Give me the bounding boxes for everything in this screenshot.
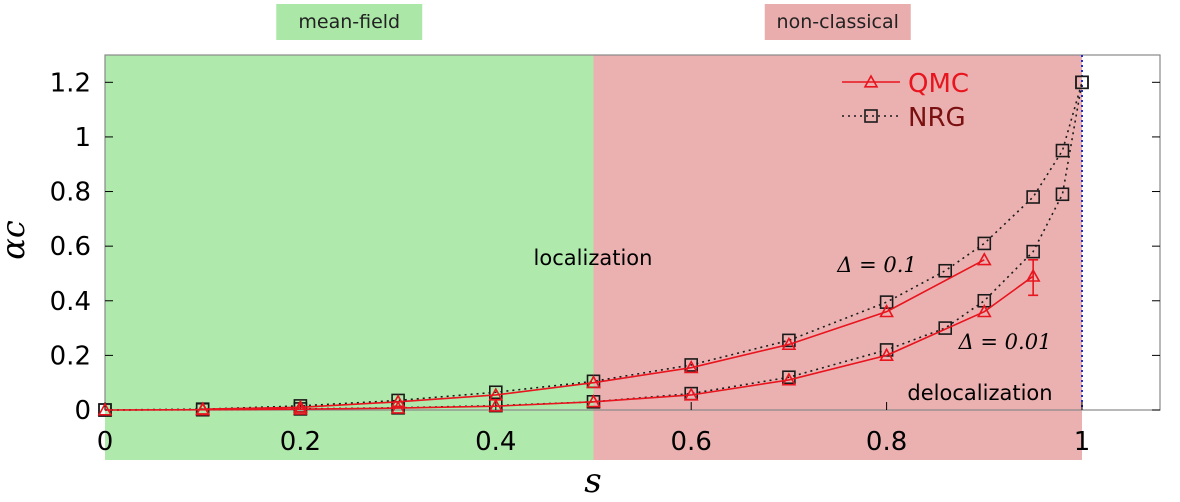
legend: QMC NRG: [842, 69, 969, 133]
x-tick-label: 0.8: [866, 427, 907, 457]
region-tag-bg-non-classical: [764, 4, 911, 40]
x-tick-label: 0.2: [280, 427, 321, 457]
data-point-qmc: [195, 402, 211, 416]
x-axis: 0 0.2 0.4 0.6 0.8 1: [97, 402, 1091, 457]
series-layer: [97, 75, 1089, 417]
data-point-qmc: [390, 394, 406, 408]
data-point-nrg: [938, 263, 953, 278]
data-point-nrg: [1026, 244, 1040, 259]
data-point-qmc: [781, 336, 797, 351]
data-point-qmc: [586, 394, 601, 408]
data-point-qmc: [879, 347, 894, 361]
region-bands: [105, 4, 1082, 460]
y-axis-label: αc: [0, 220, 32, 260]
region-band-mean-field: [105, 55, 594, 460]
region-tag-bg-mean-field: [276, 4, 423, 40]
data-point-nrg: [879, 295, 894, 309]
data-point-nrg: [684, 358, 699, 372]
data-point-qmc: [586, 375, 601, 389]
series-line-nrg: [104, 82, 1083, 411]
y-tick-label: 0.6: [50, 232, 91, 262]
x-tick-label: 1: [1074, 427, 1091, 457]
data-point-qmc: [781, 372, 797, 386]
data-point-nrg: [1026, 190, 1040, 204]
x-tick-label: 0.6: [671, 427, 712, 457]
data-point-nrg: [782, 333, 796, 348]
annotation-delocalization: delocalization: [907, 381, 1052, 405]
legend-label-nrg: NRG: [908, 103, 966, 133]
data-point-qmc: [879, 304, 894, 318]
data-point-qmc: [390, 400, 406, 414]
data-point-qmc: [97, 402, 113, 416]
legend-label-qmc: QMC: [908, 69, 969, 99]
data-point-qmc: [488, 398, 504, 412]
series-line-qmc: [202, 259, 985, 410]
data-point-nrg: [488, 385, 503, 400]
data-point-qmc: [976, 304, 992, 318]
region-tag-mean-field: mean-field: [298, 11, 400, 33]
data-point-nrg: [1055, 143, 1070, 158]
data-point-nrg: [977, 236, 992, 251]
x-axis-label: s: [584, 461, 601, 501]
data-point-nrg: [1055, 187, 1070, 202]
region-band-non-classical: [593, 55, 1082, 460]
legend-marker-nrg: [864, 109, 878, 123]
y-tick-label: 0.4: [50, 287, 91, 317]
y-tick-label: 0.8: [50, 178, 91, 208]
x-tick-label: 0: [97, 427, 114, 457]
data-point-nrg: [782, 370, 796, 385]
data-point-qmc: [683, 360, 699, 374]
series-line-qmc: [104, 275, 1034, 411]
x-tick-label: 0.4: [475, 427, 516, 457]
annotation-delta-low: Δ = 0.01: [958, 330, 1052, 354]
data-point-qmc: [293, 399, 308, 413]
annotation-localization: localization: [534, 246, 653, 270]
series-qmc-0-01: [97, 259, 1041, 416]
plot-frame: [104, 54, 1161, 411]
annotation-delta-high: Δ = 0.1: [836, 253, 917, 277]
legend-marker-qmc: [863, 74, 879, 88]
data-point-qmc: [976, 252, 992, 266]
region-tags: mean-field non-classical: [298, 11, 899, 33]
data-point-nrg: [938, 321, 953, 335]
region-tag-non-classical: non-classical: [777, 11, 899, 33]
y-tick-label: 1.2: [50, 68, 91, 98]
series-qmc-0-1: [195, 252, 992, 415]
data-point-qmc: [293, 401, 308, 415]
data-point-nrg: [1075, 75, 1089, 90]
y-axis: 0 0.2 0.4 0.6 0.8 1 1.2: [50, 68, 1160, 426]
y-tick-label: 0: [74, 396, 91, 426]
y-tick-label: 0.2: [50, 341, 91, 371]
data-point-qmc: [683, 387, 699, 401]
y-tick-label: 1: [74, 123, 91, 153]
data-point-qmc: [1025, 268, 1041, 282]
